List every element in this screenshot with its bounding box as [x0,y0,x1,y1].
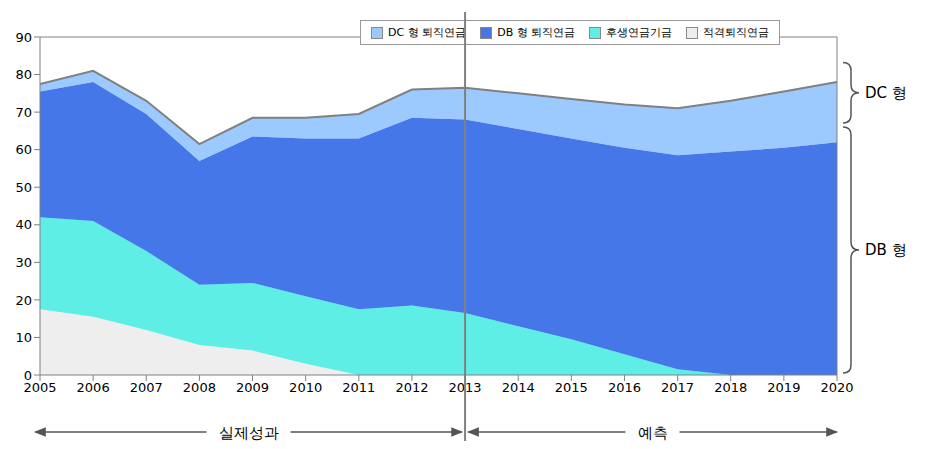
svg-text:40: 40 [15,217,32,232]
html-text:후생연금기금: 후생연금기금 [606,26,673,39]
html-text:DB 형 퇴직연금: DB 형 퇴직연금 [497,26,576,39]
svg-text:30: 30 [15,255,32,270]
svg-text:2013: 2013 [449,380,482,395]
svg-text:80: 80 [15,67,32,82]
svg-text:2020: 2020 [820,380,853,395]
html-text:적격퇴직연금: 적격퇴직연금 [703,26,770,39]
svg-text:2006: 2006 [77,380,110,395]
svg-text:2015: 2015 [555,380,588,395]
svg-text:실제성과: 실제성과 [219,424,279,442]
svg-text:2014: 2014 [502,380,535,395]
svg-text:DC 형: DC 형 [865,84,907,102]
svg-text:50: 50 [15,180,32,195]
svg-text:0: 0 [24,368,32,383]
svg-text:2007: 2007 [130,380,163,395]
svg-text:예측: 예측 [638,424,668,442]
svg-text:2010: 2010 [289,380,322,395]
svg-text:10: 10 [15,330,32,345]
svg-text:2011: 2011 [342,380,375,395]
svg-text:2019: 2019 [767,380,800,395]
svg-text:2009: 2009 [236,380,269,395]
svg-text:70: 70 [15,105,32,120]
svg-text:20: 20 [15,293,32,308]
svg-text:60: 60 [15,142,32,157]
html-text:DC 형 퇴직연금: DC 형 퇴직연금 [388,26,467,39]
svg-text:2005: 2005 [23,380,57,396]
svg-text:2017: 2017 [661,380,694,395]
svg-text:2018: 2018 [714,380,747,395]
svg-text:DB 형: DB 형 [865,241,907,259]
svg-text:90: 90 [15,30,32,45]
svg-text:2016: 2016 [608,380,641,395]
svg-text:2012: 2012 [395,380,428,395]
svg-text:2008: 2008 [183,380,216,395]
